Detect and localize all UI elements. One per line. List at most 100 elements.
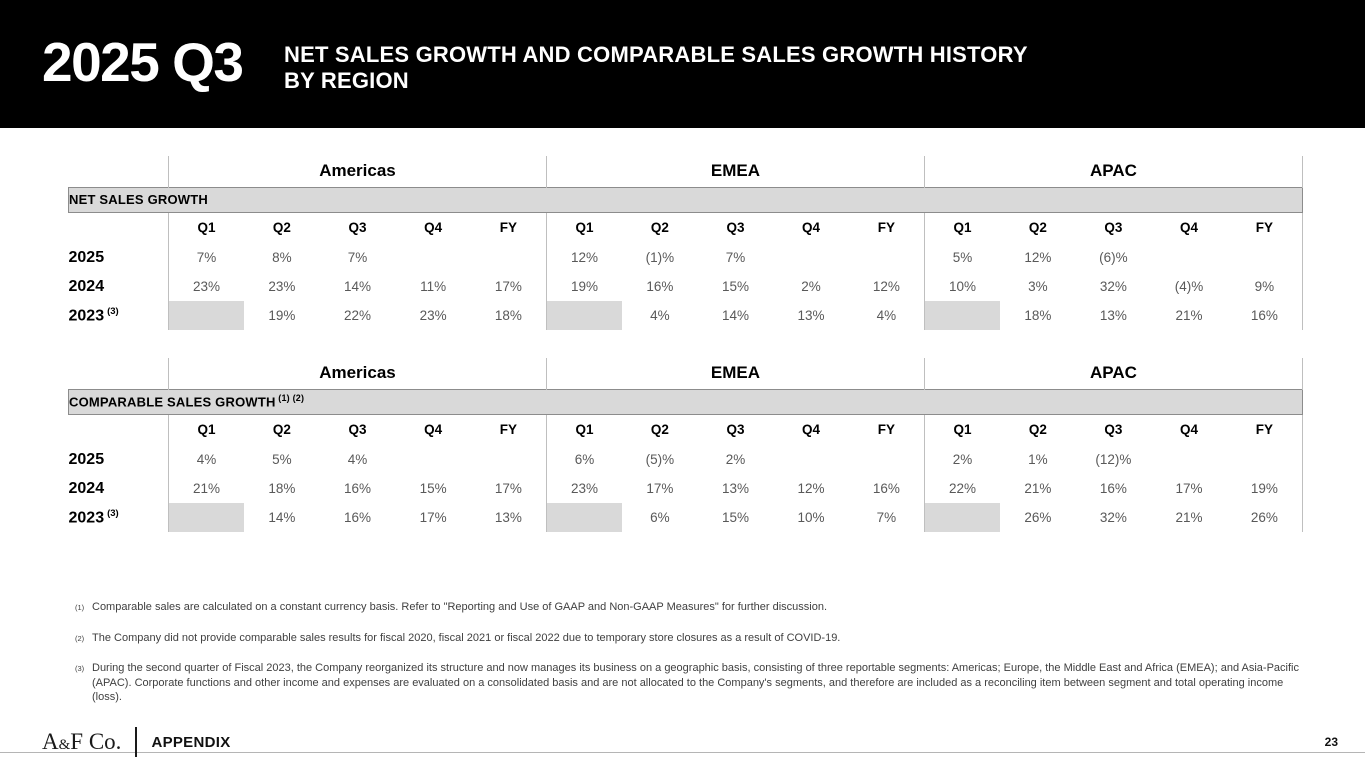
region-header-apac: APAC [923, 358, 1304, 389]
value-cell: 1% [1028, 452, 1048, 467]
value-cell: 17% [494, 279, 522, 294]
value-cell: 13% [494, 510, 522, 525]
value-cell: 21% [1175, 510, 1203, 525]
section-band-label: COMPARABLE SALES GROWTH (1) (2) [68, 388, 1303, 415]
table-row-2025: 2025 7% 8% 7% 12% (1)% 7% 5% 12% (6)% [69, 243, 1303, 272]
section-band-label: NET SALES GROWTH [68, 186, 1303, 213]
value-cell: 13% [797, 308, 825, 323]
net-sales-growth-table-container: Americas EMEA APAC NET SALES GROWTH Q1 Q2 Q3 Q4… [68, 156, 1304, 330]
slide-title-line1: NET SALES GROWTH AND COMPARABLE SALES GR… [284, 42, 1028, 67]
slide-header: 2025 Q3 NET SALES GROWTH AND COMPARABLE … [0, 0, 1365, 128]
column-header-emea-q2: Q2 [650, 422, 669, 438]
column-header-americas-fy: FY [499, 220, 518, 236]
value-cell: 23% [268, 279, 296, 294]
value-cell: 15% [419, 481, 447, 496]
column-header-apac-q4: Q4 [1180, 220, 1199, 236]
footnotes: (1) Comparable sales are calculated on a … [75, 600, 1299, 720]
year-label: 2023 (3) [68, 305, 119, 325]
column-header-apac-q2: Q2 [1028, 220, 1047, 236]
value-cell [1226, 445, 1303, 474]
value-cell: 26% [1024, 510, 1052, 525]
value-cell: 17% [646, 481, 674, 496]
table-row-2025: 2025 4% 5% 4% 6% (5)% 2% 2% 1% (12)% [69, 445, 1303, 474]
footer-divider [135, 727, 138, 757]
value-cell: 16% [343, 510, 371, 525]
column-header-apac-fy: FY [1226, 212, 1303, 243]
value-cell: 13% [721, 481, 749, 496]
footnote-1: (1) Comparable sales are calculated on a … [75, 600, 1299, 616]
table-row-2023: 2023 (3) 14% 16% 17% 13% 6% 15% 10% 7% 26% 32% 21% 26… [69, 503, 1303, 532]
region-header-americas: Americas [168, 358, 547, 389]
column-header-emea-fy: FY [877, 422, 896, 438]
value-cell: 32% [1099, 279, 1127, 294]
slide-title-line2: BY REGION [284, 67, 409, 93]
net-sales-growth-table: Americas EMEA APAC NET SALES GROWTH Q1 Q2 Q3 Q4… [68, 156, 1304, 330]
column-header-emea-q4: Q4 [802, 220, 821, 236]
value-cell: 6% [650, 510, 670, 525]
value-cell: 16% [646, 279, 674, 294]
table-row-2023: 2023 (3) 19% 22% 23% 18% 4% 14% 13% 4% 18% 13% 21% 16… [69, 301, 1303, 330]
value-cell: 13% [1099, 308, 1127, 323]
footnote-text: During the second quarter of Fiscal 2023… [92, 662, 1299, 703]
value-cell: 8% [272, 250, 292, 265]
value-cell: (5)% [645, 452, 675, 467]
value-cell: 14% [268, 510, 296, 525]
value-cell: 23% [168, 272, 245, 301]
column-header-emea-q2: Q2 [650, 220, 669, 236]
column-header-apac-q1: Q1 [923, 414, 1001, 445]
value-cell: 17% [1175, 481, 1203, 496]
comparable-sales-growth-table: Americas EMEA APAC COMPARABLE SALES GROWTH … [68, 358, 1304, 532]
footnote-marker: (1) [75, 603, 85, 612]
value-cell [471, 445, 547, 474]
value-cell: 19% [268, 308, 296, 323]
value-cell: 15% [721, 279, 749, 294]
year-label: 2023 (3) [68, 507, 119, 527]
value-cell: 18% [268, 481, 296, 496]
value-cell: 18% [1024, 308, 1052, 323]
value-cell: 12% [872, 279, 900, 294]
value-cell: 9% [1226, 272, 1303, 301]
no-data-cell [545, 503, 623, 532]
region-header-row: Americas EMEA APAC [69, 156, 1304, 187]
region-header-emea: EMEA [545, 156, 925, 187]
table-row-2024: 2024 23% 23% 14% 11% 17% 19% 16% 15% 2% 12% 10% 3% 32… [69, 272, 1303, 301]
value-cell: (4)% [1174, 279, 1204, 294]
column-header-americas-q1: Q1 [168, 414, 245, 445]
table-row-2024: 2024 21% 18% 16% 15% 17% 23% 17% 13% 12% 16% 22% 21%… [69, 474, 1303, 503]
column-header-americas-q2: Q2 [272, 220, 291, 236]
column-header-emea-q4: Q4 [802, 422, 821, 438]
value-cell: 23% [419, 308, 447, 323]
value-cell: 19% [1226, 474, 1303, 503]
footnote-3: (3) During the second quarter of Fiscal 2… [75, 661, 1299, 705]
year-label: 2025 [68, 450, 105, 468]
value-cell: 18% [494, 308, 522, 323]
value-cell [849, 445, 925, 474]
year-label: 2024 [68, 277, 105, 295]
comparable-sales-growth-table-container: Americas EMEA APAC COMPARABLE SALES GROWTH … [68, 358, 1304, 532]
value-cell: 14% [343, 279, 371, 294]
value-cell: 7% [168, 243, 245, 272]
value-cell: (12)% [1095, 452, 1132, 467]
value-cell: 19% [545, 272, 623, 301]
value-cell: 21% [168, 474, 245, 503]
value-cell [395, 445, 471, 474]
column-header-americas-q3: Q3 [348, 422, 367, 438]
no-data-cell [923, 301, 1001, 330]
column-header-americas-q1: Q1 [168, 212, 245, 243]
footnote-marker: (2) [75, 633, 85, 643]
value-cell: 2% [801, 279, 821, 294]
value-cell: 16% [343, 481, 371, 496]
page-number: 23 [1324, 735, 1338, 749]
value-cell: 3% [1028, 279, 1048, 294]
value-cell [395, 243, 471, 272]
column-header-americas-q4: Q4 [424, 422, 443, 438]
footnote-text: Comparable sales are calculated on a con… [92, 601, 827, 613]
region-header-apac: APAC [923, 156, 1304, 187]
value-cell: 7% [347, 250, 368, 265]
value-cell: 2% [923, 445, 1001, 474]
column-header-apac-q3: Q3 [1104, 220, 1123, 236]
brand-ampersand: & [58, 737, 71, 753]
value-cell: 17% [419, 510, 447, 525]
quarter-header-row: Q1 Q2 Q3 Q4 FY Q1 Q2 Q3 Q4 FY Q1 Q2 Q3 Q4 FY [69, 414, 1303, 445]
value-cell: 5% [923, 243, 1001, 272]
